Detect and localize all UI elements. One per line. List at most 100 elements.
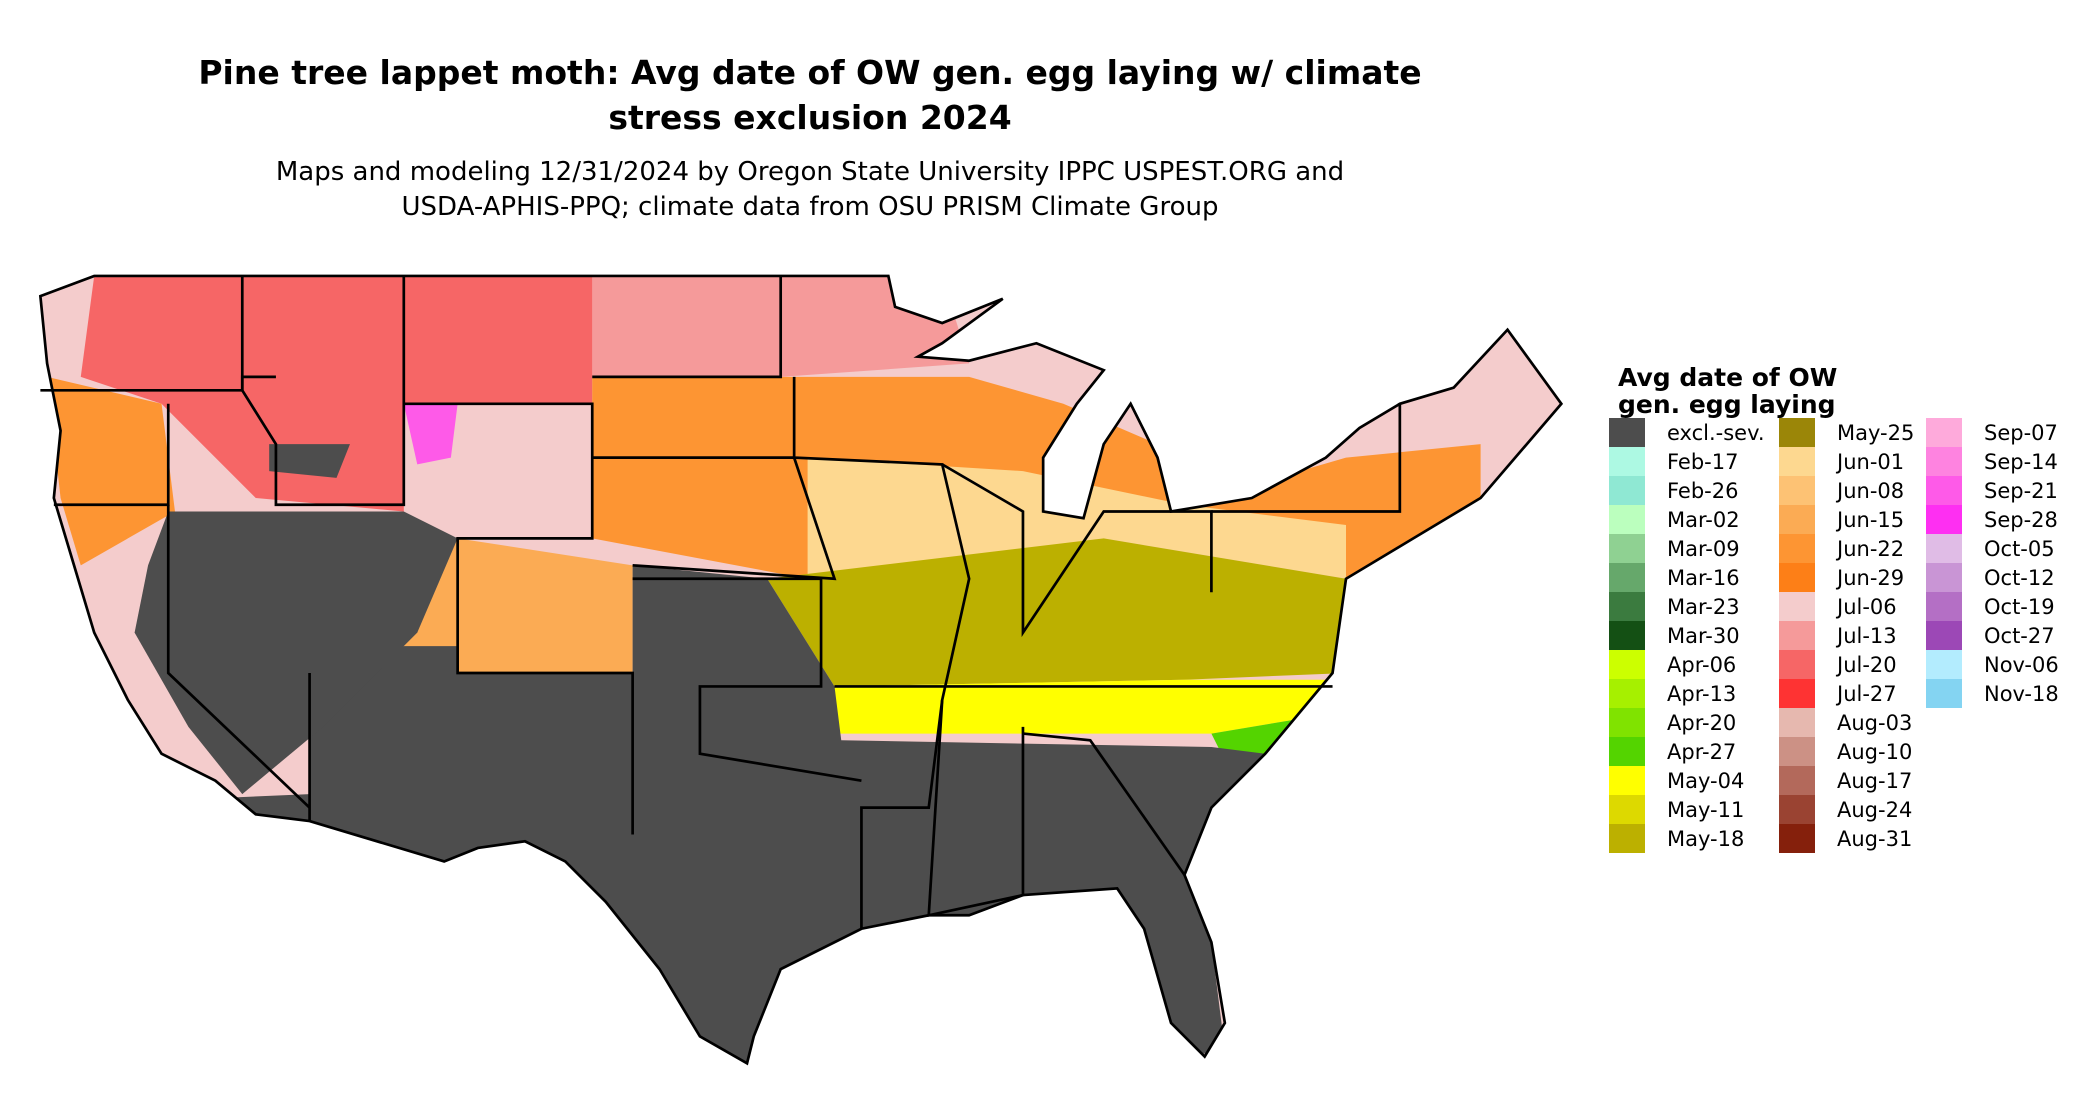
legend-item: Jul-06: [1779, 592, 1914, 621]
legend-label: Mar-09: [1667, 536, 1740, 561]
legend-label: Jun-15: [1837, 507, 1905, 532]
legend-label: Jun-29: [1837, 565, 1905, 590]
legend-title: Avg date of OW gen. egg laying: [1618, 364, 1837, 418]
border-ga: [1022, 732, 1186, 876]
legend-item: May-25: [1779, 418, 1914, 447]
legend-item: Jun-29: [1779, 563, 1914, 592]
border-ms-al: [927, 699, 1025, 917]
legend-item: Jun-15: [1779, 505, 1914, 534]
legend-item: Sep-07: [1926, 418, 2059, 447]
legend-swatch: [1926, 679, 1962, 708]
legend-item: Apr-20: [1609, 708, 1765, 737]
zone-excluded-west: [134, 511, 458, 795]
legend-item: Nov-06: [1926, 650, 2059, 679]
legend-swatch: [1779, 505, 1815, 534]
legend-swatch: [1609, 679, 1645, 708]
map-title-line2: stress exclusion 2024: [608, 98, 1012, 137]
legend-item: Aug-03: [1779, 708, 1914, 737]
legend-swatch: [1779, 824, 1815, 853]
legend-item: Mar-09: [1609, 534, 1765, 563]
legend-swatch: [1779, 737, 1815, 766]
border-dakotas: [592, 275, 783, 379]
map-subtitle-line1: Maps and modeling 12/31/2024 by Oregon S…: [275, 157, 1345, 187]
legend-swatch: [1779, 679, 1815, 708]
legend-label: May-04: [1667, 768, 1745, 793]
legend-item: Aug-24: [1779, 795, 1914, 824]
legend-label: Apr-06: [1667, 652, 1737, 677]
legend-label: May-25: [1837, 420, 1915, 445]
legend-item: Oct-12: [1926, 563, 2059, 592]
legend-item: Jul-27: [1779, 679, 1914, 708]
legend-label: Jun-08: [1837, 478, 1905, 503]
legend-swatch: [1779, 534, 1815, 563]
legend-swatch: [1779, 708, 1815, 737]
legend-label: May-11: [1667, 797, 1745, 822]
legend-item: Mar-02: [1609, 505, 1765, 534]
legend-label: Aug-31: [1837, 826, 1913, 851]
legend-label: Sep-14: [1984, 449, 2058, 474]
legend-item: Apr-06: [1609, 650, 1765, 679]
legend-item: Jun-22: [1779, 534, 1914, 563]
legend-swatch: [1779, 563, 1815, 592]
legend-label: Mar-30: [1667, 623, 1740, 648]
map-title-line1: Pine tree lappet moth: Avg date of OW ge…: [198, 53, 1422, 92]
border-wy-co-nm: [403, 402, 634, 835]
legend-label: Oct-27: [1984, 623, 2055, 648]
map-subtitle-line2: USDA-APHIS-PPQ; climate data from OSU PR…: [401, 192, 1219, 222]
legend-title-line2: gen. egg laying: [1618, 390, 1836, 419]
legend-item: Aug-17: [1779, 766, 1914, 795]
legend-item: Nov-18: [1926, 679, 2059, 708]
legend-item: Feb-26: [1609, 476, 1765, 505]
legend-label: Sep-07: [1984, 420, 2058, 445]
legend-swatch: [1609, 766, 1645, 795]
legend-swatch: [1779, 766, 1815, 795]
legend-label: Jul-13: [1837, 623, 1897, 648]
legend-item: Jul-13: [1779, 621, 1914, 650]
legend-label: Jun-01: [1837, 449, 1905, 474]
border-ny-pa: [1211, 403, 1402, 513]
legend-label: Aug-24: [1837, 797, 1913, 822]
legend-swatch: [1609, 592, 1645, 621]
legend-swatch: [1609, 534, 1645, 563]
legend-swatch: [1609, 621, 1645, 650]
legend-item: Apr-13: [1609, 679, 1765, 708]
legend-swatch: [1609, 795, 1645, 824]
border-ne-ks: [592, 456, 837, 581]
legend-item: Mar-23: [1609, 592, 1765, 621]
zone-jul20-mountains: [80, 275, 593, 512]
legend-label: Mar-16: [1667, 565, 1740, 590]
legend-label: Jul-27: [1837, 681, 1897, 706]
legend-swatch: [1926, 418, 1962, 447]
legend-swatch: [1609, 418, 1645, 447]
legend-swatch: [1779, 476, 1815, 505]
legend-swatch: [1779, 621, 1815, 650]
legend-swatch: [1779, 795, 1815, 824]
zone-sep-mountain-spots: [403, 403, 458, 465]
legend-item: Jun-01: [1779, 447, 1914, 476]
legend-column-3: Sep-07 Sep-14 Sep-21 Sep-28 Oct-05 Oct-12 Oct-…: [1926, 418, 2059, 708]
legend-swatch: [1926, 447, 1962, 476]
legend-item: Sep-21: [1926, 476, 2059, 505]
legend-swatch: [1779, 447, 1815, 476]
legend-swatch: [1926, 563, 1962, 592]
legend-swatch: [1926, 592, 1962, 621]
legend-label: Aug-03: [1837, 710, 1913, 735]
zone-excluded-great-basin: [269, 444, 350, 478]
legend-label: Jul-20: [1837, 652, 1897, 677]
legend-label: Mar-23: [1667, 594, 1740, 619]
legend-swatch: [1779, 418, 1815, 447]
legend-item: excl.-sev.: [1609, 418, 1765, 447]
legend-item: Jun-08: [1779, 476, 1914, 505]
legend-label: Nov-06: [1984, 652, 2059, 677]
legend-item: Oct-27: [1926, 621, 2059, 650]
legend-label: Apr-13: [1667, 681, 1737, 706]
legend-label: Jul-06: [1837, 594, 1897, 619]
zone-jun22-orange-west: [47, 376, 175, 566]
legend-item: Feb-17: [1609, 447, 1765, 476]
legend-swatch: [1609, 708, 1645, 737]
border-ok: [632, 577, 862, 783]
legend-swatch: [1779, 592, 1815, 621]
legend-swatch: [1926, 476, 1962, 505]
legend-label: excl.-sev.: [1667, 420, 1765, 445]
